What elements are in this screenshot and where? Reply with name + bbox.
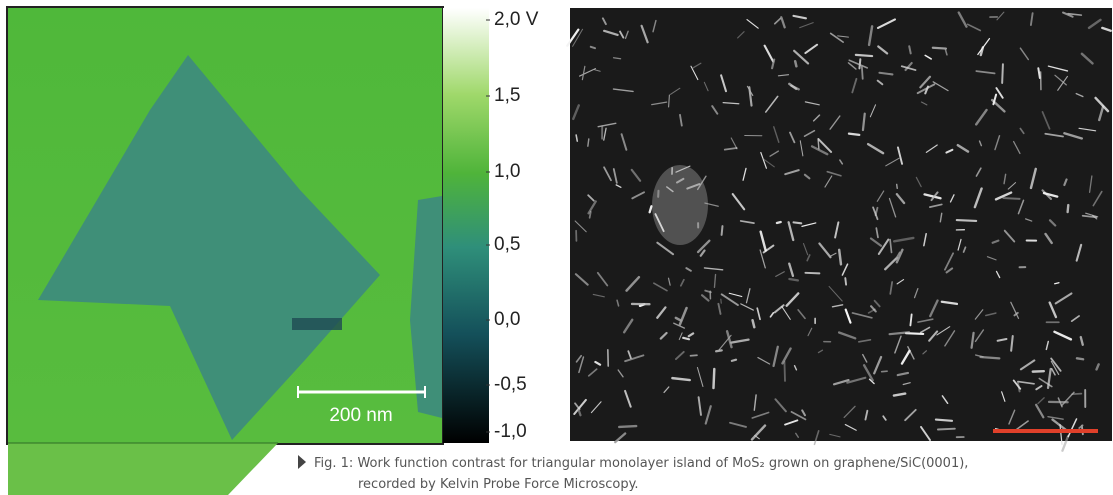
defect <box>292 318 342 330</box>
streak <box>859 59 860 68</box>
streak <box>909 46 910 53</box>
streak <box>619 426 636 427</box>
streak <box>910 314 911 325</box>
streak <box>1003 198 1019 199</box>
streak <box>862 67 863 79</box>
tem-blob <box>652 165 708 245</box>
streak <box>794 222 802 223</box>
streak <box>732 360 736 361</box>
streak <box>777 222 781 223</box>
caption-marker <box>298 455 306 469</box>
streak <box>849 134 859 135</box>
streak <box>845 278 846 285</box>
colorbar-label: 2,0 V <box>494 9 539 30</box>
scale-bar-label: 200 nm <box>329 405 392 426</box>
streak <box>789 279 797 280</box>
caption-accent <box>8 443 278 495</box>
tem-image <box>570 8 1112 441</box>
colorbar-label: 1,0 <box>494 161 520 182</box>
colorbar-label: -1,0 <box>494 421 527 442</box>
colorbar-label: -0,5 <box>494 374 527 395</box>
page: {"figure": { "colorbar_ticks": ["2,0 V",… <box>0 0 1113 495</box>
colorbar-ticks: 2,0 V 1,5 1,0 0,5 0,0 -0,5 -1,0 <box>486 9 539 442</box>
streak <box>795 61 796 66</box>
streak <box>691 355 697 356</box>
streak <box>591 47 595 48</box>
colorbar <box>443 8 489 443</box>
streak <box>1077 358 1083 359</box>
streak <box>818 140 819 149</box>
streak <box>933 48 946 49</box>
streak <box>938 429 955 430</box>
streak <box>716 350 722 351</box>
streak <box>805 273 819 274</box>
streak <box>1068 205 1069 212</box>
colorbar-label: 0,0 <box>494 309 520 330</box>
streak <box>1002 64 1003 83</box>
colorbar-label: 1,5 <box>494 85 520 106</box>
caption-line: recorded by Kelvin Probe Force Microscop… <box>358 477 639 492</box>
streak <box>683 338 689 339</box>
streak <box>856 55 872 56</box>
figure: 200 nm 2,0 V 1,5 1,0 0,5 0,0 -0,5 -1,0 Fig. 1:… <box>0 0 1113 495</box>
caption-line: Fig. 1: Work function contrast for trian… <box>314 456 968 471</box>
streak <box>936 420 952 421</box>
streak <box>753 320 755 327</box>
streak <box>713 369 714 388</box>
colorbar-label: 0,5 <box>494 234 520 255</box>
streak <box>784 362 785 381</box>
streak <box>882 371 887 372</box>
streak <box>722 226 723 235</box>
streak <box>957 220 976 221</box>
streak <box>588 139 589 146</box>
streak <box>576 135 577 141</box>
